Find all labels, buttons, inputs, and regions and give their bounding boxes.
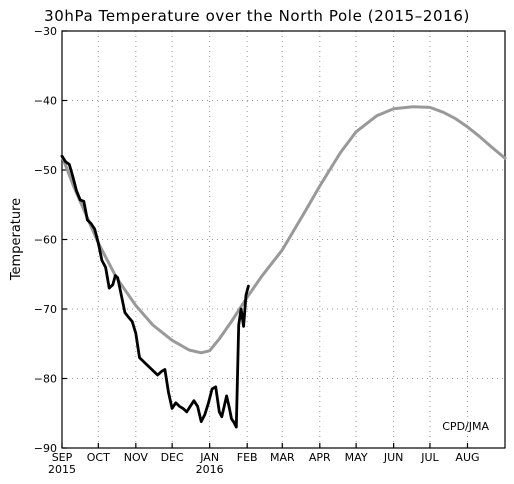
x-tick-label: MAR <box>270 451 295 464</box>
data-series <box>60 105 507 429</box>
x-tick-label: FEB <box>237 451 258 464</box>
x-tick-label: DEC <box>161 451 184 464</box>
x-tick-year-label: 2016 <box>196 463 224 476</box>
y-axis: −90 −80 −70 −60 −50 −40 −30 <box>34 25 67 455</box>
plot-area-frame <box>61 30 506 449</box>
y-tick-label: −90 <box>34 442 57 455</box>
series-line-observed <box>60 154 250 429</box>
x-tick-label: JUN <box>383 451 404 464</box>
credit-label: CPD/JMA <box>442 420 489 433</box>
x-tick-label: SEP <box>52 451 73 464</box>
y-tick-label: −40 <box>34 95 57 108</box>
y-axis-label: Temperature <box>9 198 24 281</box>
x-tick-label: MAY <box>345 451 368 464</box>
x-tick-label: NOV <box>124 451 149 464</box>
x-tick-year-label: 2015 <box>48 463 76 476</box>
x-tick-label: APR <box>309 451 331 464</box>
y-tick-label: −30 <box>34 25 57 38</box>
chart-title: 30hPa Temperature over the North Pole (2… <box>44 7 470 25</box>
y-tick-label: −50 <box>34 164 57 177</box>
x-tick-label: JUL <box>420 451 439 464</box>
x-tick-label: OCT <box>87 451 110 464</box>
series-line-climatology <box>60 105 507 355</box>
y-tick-label: −70 <box>34 303 57 316</box>
grid-lines <box>62 31 505 448</box>
y-tick-label: −80 <box>34 373 57 386</box>
x-tick-label: AUG <box>455 451 479 464</box>
x-tick-label: JAN <box>199 451 219 464</box>
y-tick-label: −60 <box>34 234 57 247</box>
